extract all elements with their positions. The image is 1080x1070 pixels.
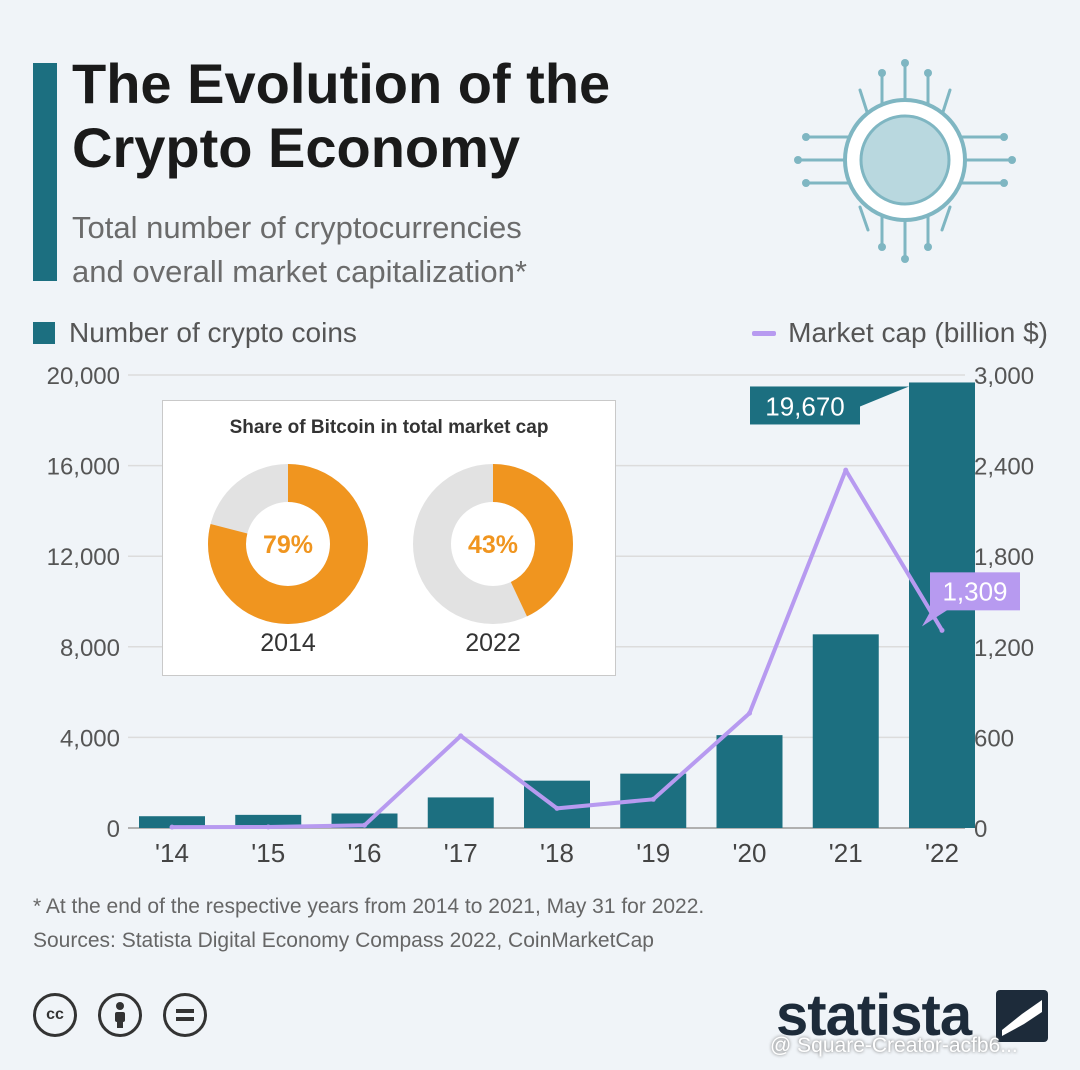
circuit-chip-icon: [794, 59, 1016, 263]
y-right-tick-label: 1,800: [974, 544, 1034, 571]
bar-callout-box: [750, 386, 860, 425]
y-right-tick-label: 2,400: [974, 454, 1034, 481]
x-tick-label: '17: [444, 838, 478, 868]
bar: [139, 816, 205, 828]
legend-bar-label: Number of crypto coins: [69, 317, 357, 348]
cc-icon[interactable]: cc: [33, 993, 77, 1037]
market-cap-point: [265, 824, 271, 830]
line-callout-pointer: [922, 608, 950, 627]
y-right-tick-label: 3,000: [974, 363, 1034, 390]
donut-2022-share-arc: [413, 464, 573, 624]
donut-2022-year: 2022: [465, 629, 521, 657]
line-callout-label: 1,309: [942, 576, 1007, 606]
market-cap-point: [554, 805, 560, 811]
x-tick-label: '21: [829, 838, 863, 868]
bar: [716, 735, 783, 828]
bar-callout-pointer: [860, 386, 909, 407]
market-cap-point: [939, 627, 945, 633]
y-right-tick-label: 0: [974, 816, 987, 843]
legend-line-label: Market cap (billion $): [788, 317, 1048, 348]
y-left-tick-label: 20,000: [47, 363, 120, 390]
legend-line-swatch: [752, 330, 777, 336]
y-right-tick-label: 600: [974, 725, 1014, 752]
watermark: @ Square-Creator-acfb6...: [770, 1034, 1018, 1057]
bar: [427, 797, 494, 828]
subtitle: Total number of cryptocurrencies and ove…: [72, 206, 527, 294]
footnote: * At the end of the respective years fro…: [33, 890, 704, 958]
line-callout-box: [930, 572, 1020, 611]
market-cap-point: [169, 824, 175, 830]
x-tick-label: '19: [636, 838, 670, 868]
title-line-1: The Evolution of the: [72, 52, 611, 115]
market-cap-point: [747, 710, 752, 716]
by-icon[interactable]: [98, 993, 142, 1037]
combo-chart: 20,000 3,000 16,000 2,400 12,000 1,800 8,000 1,…: [47, 363, 1034, 868]
x-tick-label: '14: [155, 838, 189, 868]
market-cap-point: [362, 822, 367, 828]
x-tick-label: '20: [733, 838, 767, 868]
subtitle-line-1: Total number of cryptocurrencies: [72, 210, 522, 245]
equals-icon: [176, 1009, 194, 1021]
x-tick-label: '22: [925, 838, 959, 868]
bar-callout-label: 19,670: [765, 391, 845, 421]
page-title: The Evolution of the Crypto Economy: [72, 52, 610, 180]
donut-2014-share-arc: [208, 464, 368, 624]
y-right-tick-label: 1,200: [974, 635, 1034, 662]
inset-title: Share of Bitcoin in total market cap: [229, 417, 549, 438]
statista-logo-icon: [996, 990, 1048, 1042]
legend-line: Market cap (billion $): [752, 317, 1048, 349]
x-tick-label: '16: [348, 838, 382, 868]
statista-logo[interactable]: statista: [776, 983, 972, 1048]
donut-2014-label: 79%: [263, 531, 313, 559]
nd-icon[interactable]: [163, 993, 207, 1037]
footnote-sources: Sources: Statista Digital Economy Compas…: [33, 929, 654, 952]
y-left-tick-label: 0: [107, 816, 120, 843]
subtitle-line-2: and overall market capitalization*: [72, 254, 527, 289]
donut-2014-year: 2014: [260, 629, 316, 657]
donut-2022: 43%: [413, 464, 573, 624]
market-cap-point: [458, 733, 464, 739]
bar: [812, 634, 879, 828]
market-cap-point: [650, 796, 656, 802]
bitcoin-share-inset: Share of Bitcoin in total market cap 79%…: [162, 400, 616, 676]
title-accent-bar: [33, 63, 57, 281]
market-cap-point: [843, 467, 849, 473]
y-left-tick-label: 4,000: [60, 725, 120, 752]
x-tick-label: '18: [540, 838, 574, 868]
legend-bar-swatch: [33, 322, 55, 344]
donut-2022-label: 43%: [468, 531, 518, 559]
donut-2014: 79%: [208, 464, 368, 624]
y-left-tick-label: 16,000: [47, 454, 120, 481]
x-tick-label: '15: [251, 838, 285, 868]
person-icon: [115, 1002, 125, 1028]
y-left-tick-label: 8,000: [60, 635, 120, 662]
title-line-2: Crypto Economy: [72, 116, 521, 179]
footnote-note: * At the end of the respective years fro…: [33, 895, 705, 918]
y-left-tick-label: 12,000: [47, 544, 120, 571]
legend-bars: Number of crypto coins: [33, 317, 357, 349]
